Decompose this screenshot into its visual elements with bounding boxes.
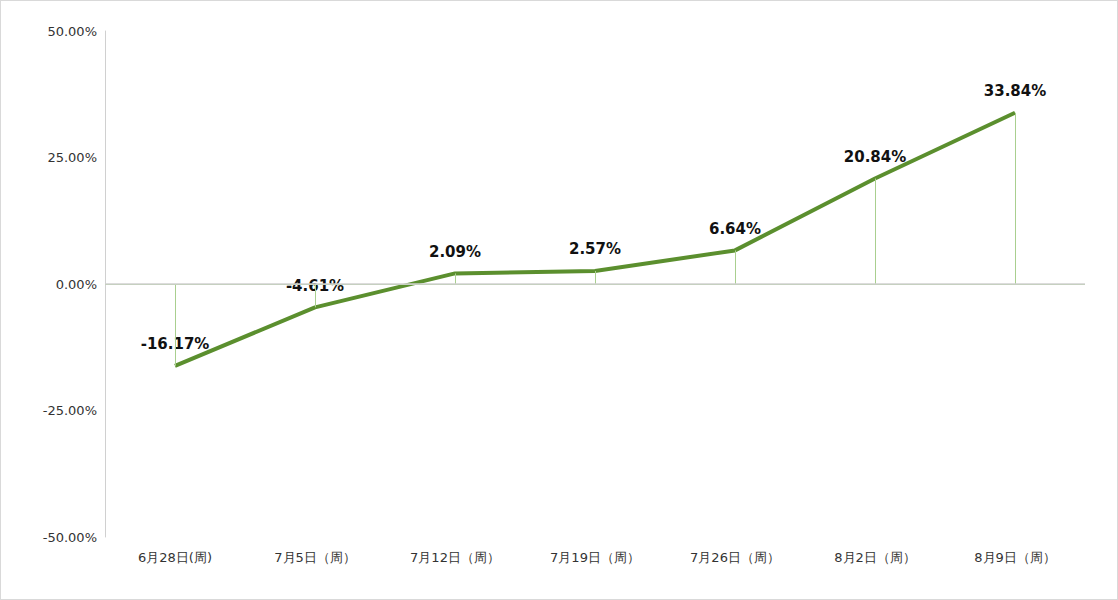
- svg-text:7月12日（周）: 7月12日（周）: [410, 550, 500, 565]
- svg-text:7月19日（周）: 7月19日（周）: [550, 550, 640, 565]
- svg-text:6.64%: 6.64%: [709, 220, 761, 238]
- svg-text:2.09%: 2.09%: [429, 243, 481, 261]
- svg-text:25.00%: 25.00%: [47, 150, 97, 165]
- svg-text:0.00%: 0.00%: [56, 277, 97, 292]
- svg-text:20.84%: 20.84%: [844, 148, 906, 166]
- svg-text:8月2日（周）: 8月2日（周）: [834, 550, 916, 565]
- svg-text:7月26日（周）: 7月26日（周）: [690, 550, 780, 565]
- svg-text:33.84%: 33.84%: [984, 82, 1046, 100]
- svg-text:2.57%: 2.57%: [569, 240, 621, 258]
- svg-text:-16.17%: -16.17%: [140, 335, 210, 354]
- svg-text:8月9日（周）: 8月9日（周）: [974, 550, 1056, 565]
- svg-text:6月28日(周): 6月28日(周): [138, 550, 212, 565]
- svg-text:7月5日（周）: 7月5日（周）: [274, 550, 356, 565]
- svg-text:-25.00%: -25.00%: [43, 403, 97, 418]
- svg-text:50.00%: 50.00%: [47, 24, 97, 39]
- svg-text:-4.61%: -4.61%: [285, 276, 345, 295]
- svg-text:-50.00%: -50.00%: [43, 530, 97, 545]
